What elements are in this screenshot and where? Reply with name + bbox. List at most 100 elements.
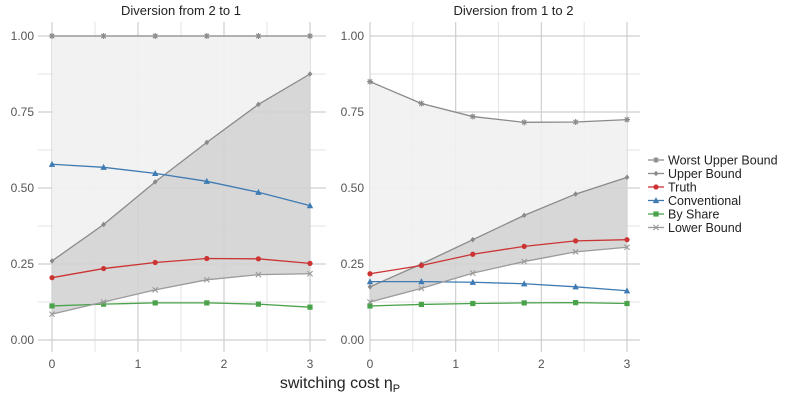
point-conventional bbox=[418, 278, 425, 285]
point-upper bbox=[521, 212, 527, 219]
worst-bound-ribbon bbox=[370, 81, 627, 287]
y-tick-label: 0.75 bbox=[11, 105, 35, 119]
point-by_share bbox=[624, 300, 630, 307]
legend-item-upper: Upper Bound bbox=[648, 167, 742, 181]
point-lower bbox=[418, 285, 425, 292]
point-conventional bbox=[100, 163, 107, 170]
legend-label: Worst Upper Bound bbox=[668, 154, 778, 168]
x-tick-label: 1 bbox=[135, 357, 142, 371]
point-by_share bbox=[573, 300, 579, 306]
point-lower bbox=[469, 270, 476, 277]
point-truth bbox=[152, 259, 158, 266]
point-lower bbox=[255, 271, 262, 278]
identified-set-ribbon bbox=[52, 74, 310, 315]
x-tick-label: 2 bbox=[538, 357, 545, 371]
identified-set-ribbon bbox=[370, 177, 627, 302]
series-line-lower bbox=[369, 246, 628, 303]
point-conventional bbox=[469, 278, 476, 285]
point-worst_upper bbox=[100, 33, 107, 39]
point-truth bbox=[255, 256, 261, 262]
legend-key-marker bbox=[652, 197, 660, 204]
point-by_share bbox=[307, 304, 313, 310]
point-conventional bbox=[623, 287, 631, 294]
point-lower bbox=[367, 299, 373, 305]
x-tick-label: 0 bbox=[49, 357, 56, 371]
point-conventional bbox=[521, 280, 528, 287]
point-upper bbox=[49, 258, 55, 264]
point-by_share bbox=[470, 300, 476, 307]
legend-key-marker bbox=[653, 211, 659, 217]
series-line-truth bbox=[51, 257, 311, 279]
point-upper bbox=[573, 191, 578, 197]
point-worst_upper bbox=[469, 113, 476, 120]
point-worst_upper bbox=[624, 116, 630, 123]
series-line-worst_upper bbox=[369, 81, 628, 123]
point-upper bbox=[307, 71, 313, 77]
point-upper bbox=[204, 139, 210, 146]
point-upper bbox=[101, 221, 106, 228]
series-line-conventional bbox=[370, 280, 628, 292]
series-line-truth bbox=[369, 239, 628, 275]
legend-item-truth: Truth bbox=[648, 181, 697, 195]
y-tick-label: 0.00 bbox=[11, 333, 35, 347]
point-conventional bbox=[48, 160, 56, 167]
panel-1: Diversion from 2 to 1 0.00 0.25 0.50 0.75 1.0… bbox=[11, 3, 326, 371]
point-truth bbox=[470, 251, 476, 257]
point-lower bbox=[100, 299, 107, 305]
point-worst_upper bbox=[152, 33, 159, 39]
legend-item-conventional: Conventional bbox=[648, 194, 741, 208]
legend-label: Lower Bound bbox=[668, 221, 742, 235]
panel-title: Diversion from 1 to 2 bbox=[454, 3, 574, 18]
x-axis-label-subscript: P bbox=[393, 383, 400, 395]
x-tick-label: 0 bbox=[367, 357, 374, 371]
point-conventional bbox=[572, 283, 579, 290]
legend-key-marker bbox=[653, 184, 659, 190]
point-by_share bbox=[418, 301, 424, 308]
point-by_share bbox=[204, 300, 210, 306]
point-upper bbox=[624, 174, 630, 181]
series-line-by_share bbox=[369, 301, 628, 307]
legend-label: Upper Bound bbox=[668, 167, 742, 181]
y-tick-label: 0.75 bbox=[341, 105, 365, 119]
legend-item-lower: Lower Bound bbox=[648, 221, 742, 235]
point-upper bbox=[367, 284, 373, 290]
point-by_share bbox=[101, 301, 107, 307]
point-worst_upper bbox=[418, 100, 425, 107]
y-tick-label: 1.00 bbox=[341, 29, 365, 43]
panels: Diversion from 2 to 1 0.00 0.25 0.50 0.75 1.0… bbox=[11, 3, 640, 371]
point-lower bbox=[572, 248, 579, 255]
point-conventional bbox=[203, 177, 210, 184]
point-lower bbox=[152, 286, 159, 293]
point-by_share bbox=[152, 300, 158, 306]
point-truth bbox=[49, 275, 55, 281]
point-lower bbox=[624, 244, 630, 251]
x-tick-label: 1 bbox=[452, 357, 459, 371]
x-axis-label-main: switching cost η bbox=[280, 375, 393, 392]
point-lower bbox=[49, 311, 55, 318]
legend-label: By Share bbox=[668, 208, 719, 222]
point-truth bbox=[101, 265, 107, 272]
legend-label: Conventional bbox=[668, 194, 741, 208]
legend-item-worst_upper: Worst Upper Bound bbox=[648, 154, 778, 168]
point-worst_upper bbox=[521, 119, 528, 126]
legend-key-marker bbox=[653, 224, 659, 231]
point-conventional bbox=[255, 188, 262, 195]
y-tick-label: 0.50 bbox=[341, 181, 365, 195]
point-truth bbox=[367, 271, 373, 277]
point-worst_upper bbox=[255, 33, 262, 39]
point-worst_upper bbox=[307, 33, 313, 39]
panel-2: Diversion from 1 to 2 0.00 0.25 0.50 0.75 1.0… bbox=[341, 3, 640, 371]
point-lower bbox=[307, 270, 313, 277]
point-by_share bbox=[521, 300, 527, 306]
point-by_share bbox=[367, 303, 373, 309]
point-worst_upper bbox=[572, 119, 579, 126]
point-truth bbox=[307, 260, 313, 266]
point-by_share bbox=[49, 303, 55, 309]
point-conventional bbox=[306, 202, 314, 209]
point-truth bbox=[418, 262, 424, 269]
y-tick-label: 0.00 bbox=[341, 333, 365, 347]
y-tick-label: 0.50 bbox=[11, 181, 35, 195]
point-truth bbox=[521, 243, 527, 249]
